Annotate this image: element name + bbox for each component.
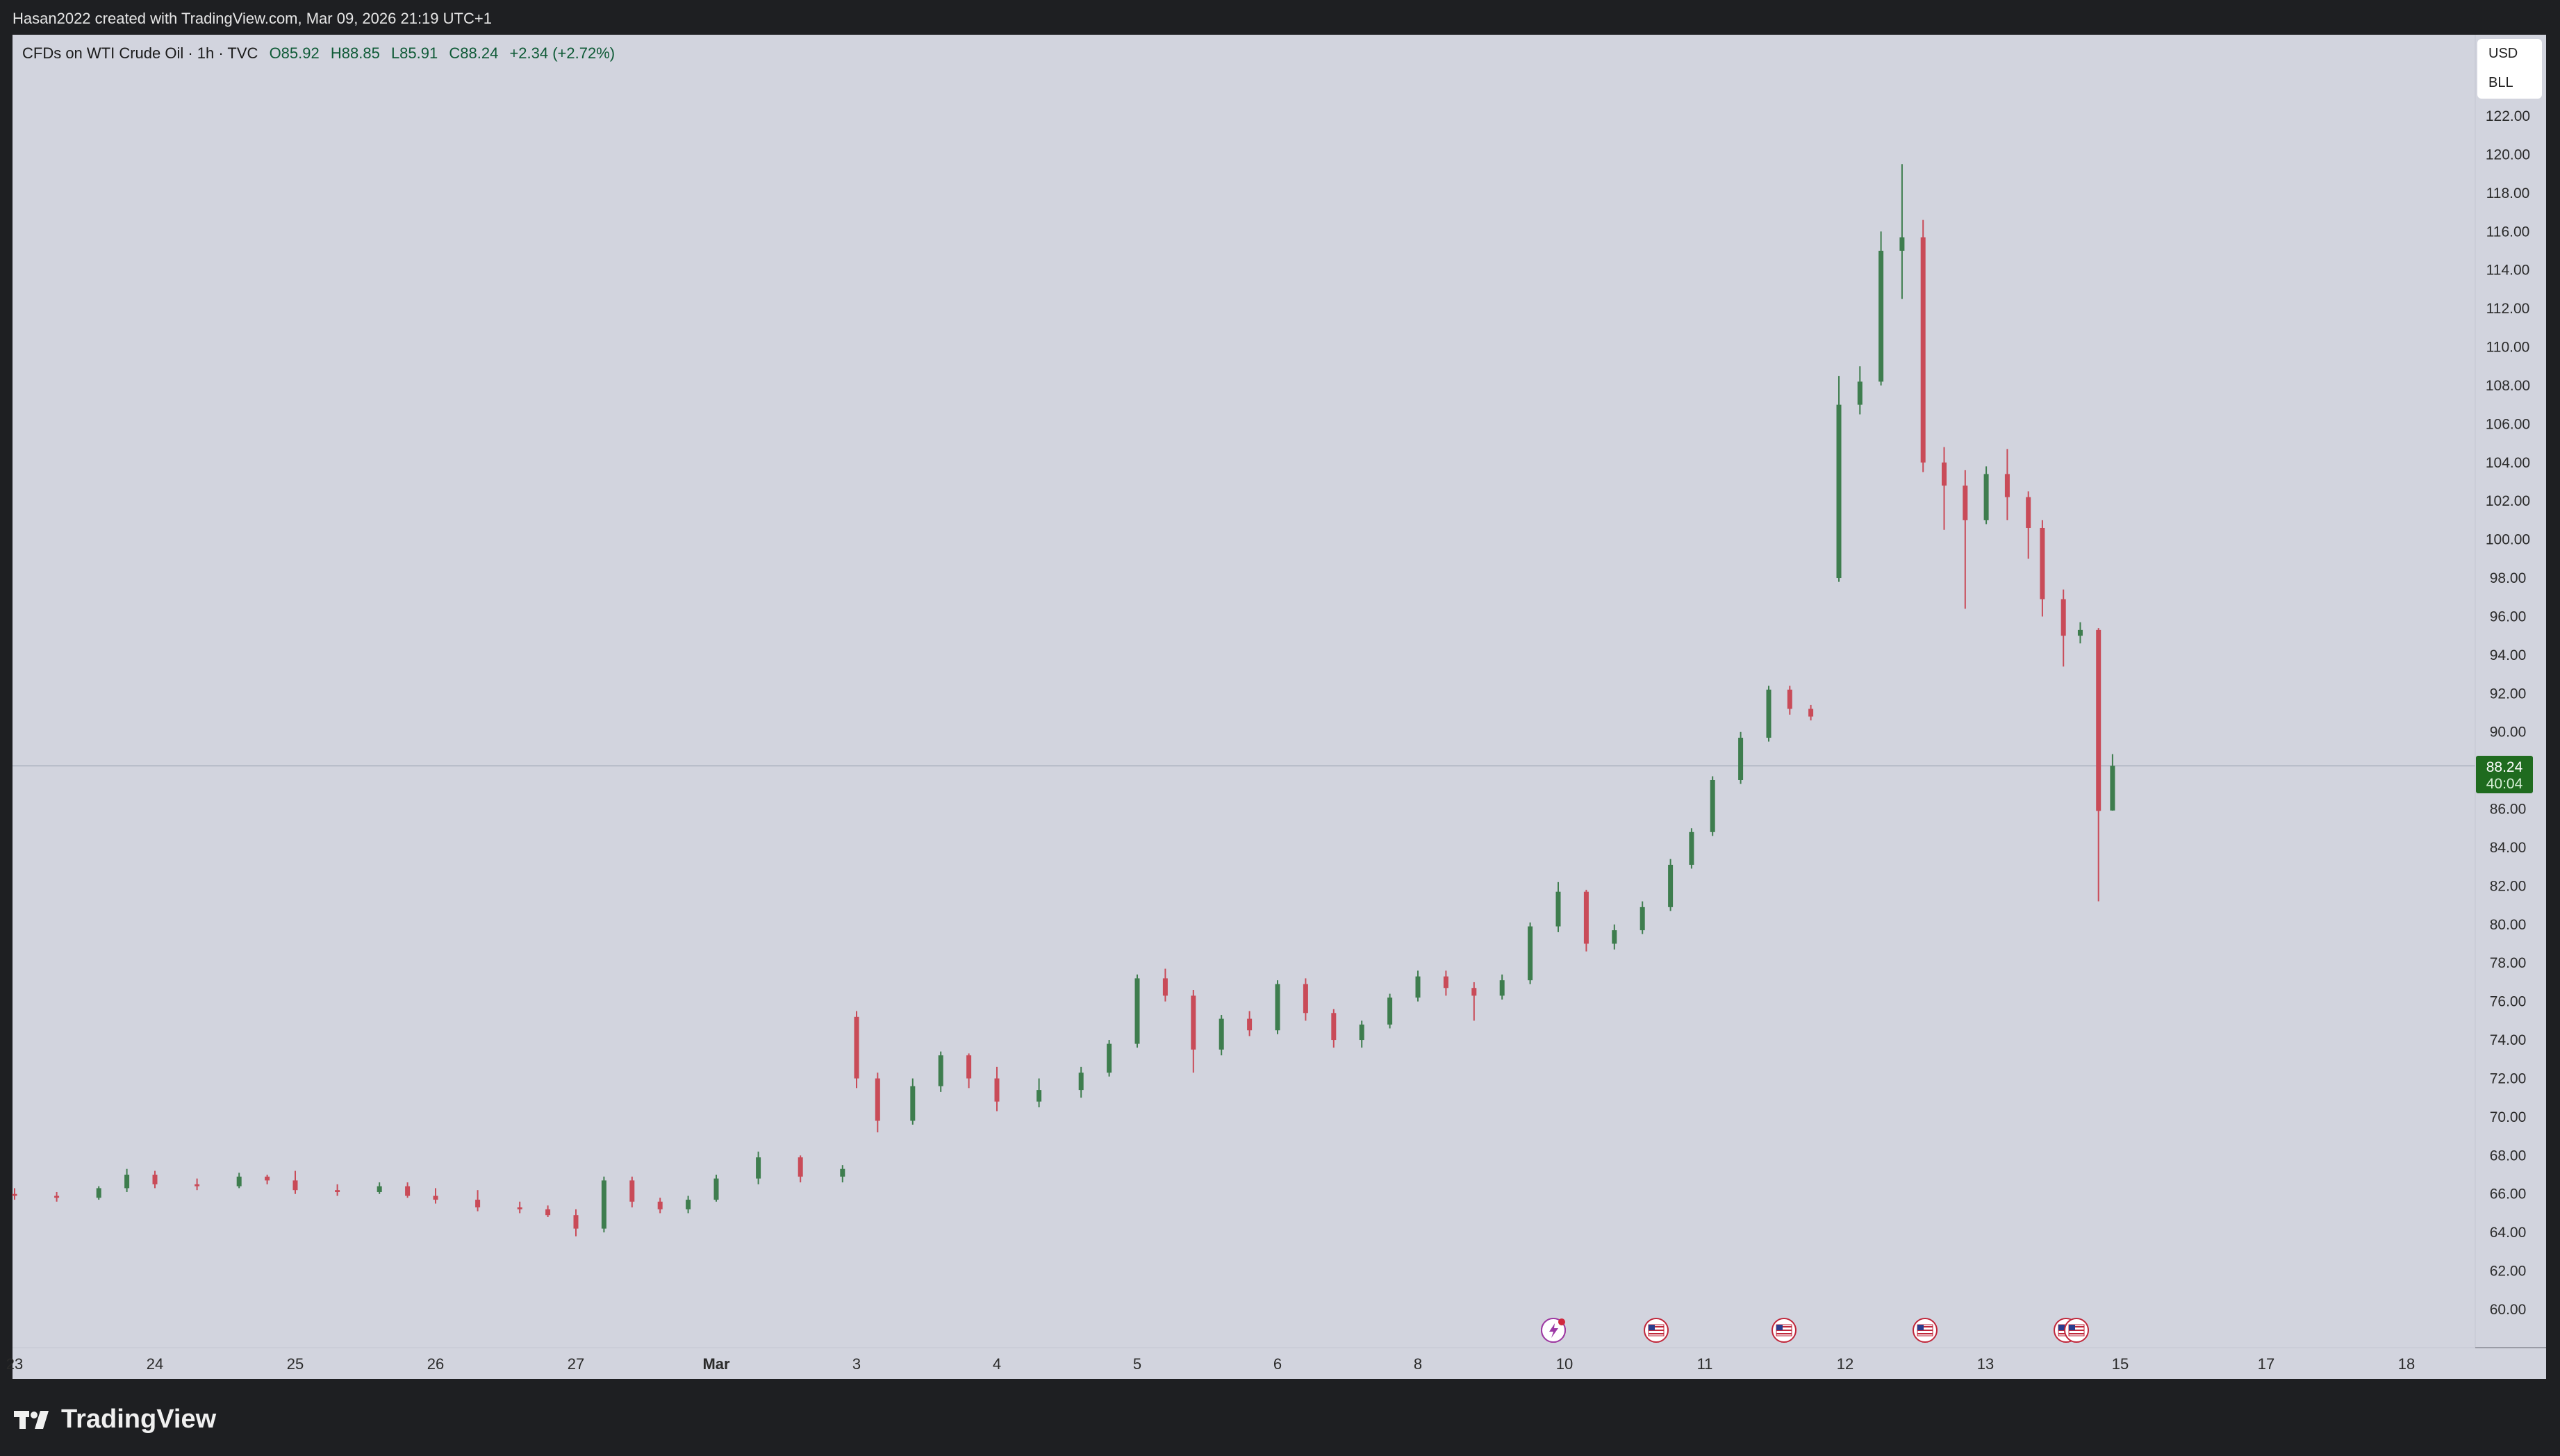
tradingview-logo[interactable]: TradingView <box>14 1405 216 1434</box>
unit-label[interactable]: BLL <box>2488 75 2513 90</box>
change-value: +2.34 (+2.72%) <box>509 44 616 62</box>
footer-bar <box>0 1379 2560 1456</box>
tradingview-logo-icon <box>14 1410 49 1429</box>
symbol-title: CFDs on WTI Crude Oil · 1h · TVC <box>22 44 258 62</box>
high-value: H88.85 <box>330 44 380 62</box>
chart-area[interactable] <box>13 35 2546 1379</box>
attribution-text: Hasan2022 created with TradingView.com, … <box>13 10 492 27</box>
open-value: O85.92 <box>269 44 320 62</box>
low-value: L85.91 <box>390 44 438 62</box>
symbol-legend: CFDs on WTI Crude Oil · 1h · TVC O85.92 … <box>22 44 622 63</box>
currency-unit-selector[interactable]: USD BLL <box>2477 39 2542 99</box>
close-value: C88.24 <box>449 44 499 62</box>
brand-name: TradingView <box>61 1405 217 1434</box>
attribution-bar: Hasan2022 created with TradingView.com, … <box>0 0 2560 35</box>
currency-label[interactable]: USD <box>2488 46 2518 61</box>
